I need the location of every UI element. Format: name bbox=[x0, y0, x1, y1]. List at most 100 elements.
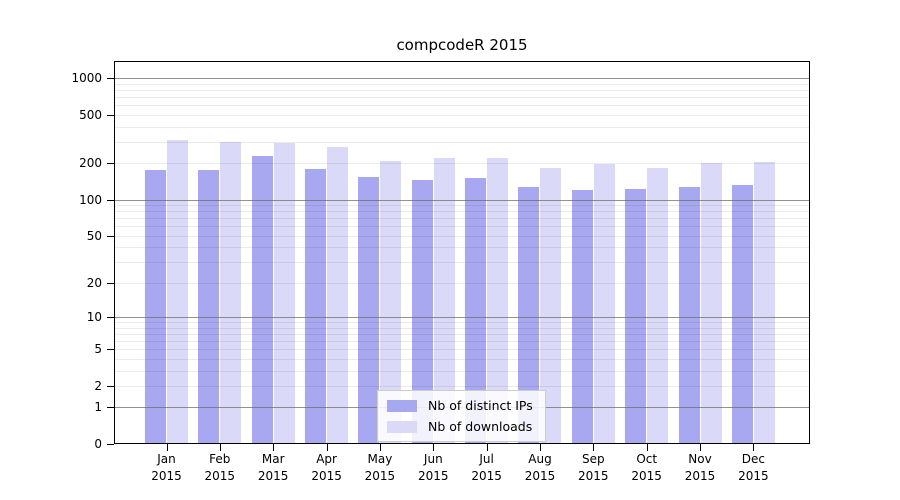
bar-dec-downloads bbox=[753, 162, 775, 444]
y-tick-label-20: 20 bbox=[86, 275, 102, 290]
y-tick-500 bbox=[107, 114, 114, 116]
gridline-minor-30 bbox=[114, 262, 810, 264]
gridline-minor-20 bbox=[114, 282, 810, 284]
year-label: 2015 bbox=[684, 469, 716, 483]
x-tick-label-oct: Oct 2015 bbox=[618, 451, 676, 485]
x-tick-apr bbox=[326, 444, 328, 451]
year-label: 2015 bbox=[738, 469, 769, 483]
x-tick-dec bbox=[753, 444, 755, 451]
y-tick-label-100: 100 bbox=[79, 192, 102, 207]
gridline-minor-8 bbox=[114, 327, 810, 329]
y-tick-label-2: 2 bbox=[94, 378, 102, 393]
y-tick-0 bbox=[107, 444, 114, 445]
year-label: 2015 bbox=[524, 469, 556, 483]
year-label: 2015 bbox=[631, 469, 662, 483]
bar-feb-downloads bbox=[220, 141, 242, 444]
gridline-minor-7 bbox=[114, 333, 810, 335]
x-tick-label-feb: Feb 2015 bbox=[191, 451, 249, 485]
x-tick-jun bbox=[433, 444, 435, 451]
gridline-minor-3 bbox=[114, 370, 810, 372]
y-tick-label-5: 5 bbox=[94, 342, 102, 357]
y-tick-200 bbox=[107, 163, 114, 165]
bar-jun-distinct-ips bbox=[411, 179, 433, 444]
y-tick-label-500: 500 bbox=[79, 107, 102, 122]
month-label: May bbox=[367, 452, 393, 466]
bar-jun-downloads bbox=[433, 157, 455, 444]
y-tick-10 bbox=[107, 317, 114, 318]
bar-apr-distinct-ips bbox=[305, 168, 327, 444]
month-label: Aug bbox=[528, 452, 552, 466]
x-tick-label-may: May 2015 bbox=[351, 451, 409, 485]
y-tick-1000 bbox=[107, 78, 114, 79]
bar-nov-downloads bbox=[700, 163, 722, 444]
bar-jan-downloads bbox=[167, 139, 188, 444]
gridline-minor-4 bbox=[114, 358, 810, 360]
y-tick-label-10: 10 bbox=[86, 310, 102, 324]
legend-label-downloads: Nb of downloads bbox=[428, 419, 533, 434]
bar-sep-downloads bbox=[593, 164, 615, 444]
x-tick-may bbox=[379, 444, 381, 451]
year-label: 2015 bbox=[204, 469, 236, 483]
plot-area: Nb of distinct IPs Nb of downloads bbox=[114, 61, 810, 444]
bar-may-downloads bbox=[380, 160, 402, 444]
x-tick-label-apr: Apr 2015 bbox=[298, 451, 356, 485]
gridline-minor-40 bbox=[114, 247, 810, 249]
legend-swatch-distinct-ips bbox=[387, 399, 417, 412]
x-tick-label-aug: Aug 2015 bbox=[511, 451, 569, 485]
x-tick-jan bbox=[166, 444, 168, 451]
x-tick-jul bbox=[486, 444, 488, 451]
bar-oct-downloads bbox=[647, 168, 669, 444]
x-tick-mar bbox=[273, 444, 275, 451]
y-tick-50 bbox=[107, 235, 114, 237]
bar-aug-downloads bbox=[540, 168, 562, 444]
year-label: 2015 bbox=[418, 469, 449, 483]
x-tick-feb bbox=[219, 444, 221, 451]
y-tick-100 bbox=[107, 199, 114, 201]
gridline-minor-500 bbox=[114, 114, 810, 116]
month-label: Dec bbox=[741, 452, 765, 466]
month-label: Jun bbox=[423, 452, 443, 466]
legend-swatch-downloads bbox=[387, 420, 417, 433]
bar-jul-distinct-ips bbox=[465, 178, 487, 444]
bar-oct-distinct-ips bbox=[625, 188, 647, 444]
y-tick-1 bbox=[107, 407, 114, 409]
month-label: Sep bbox=[581, 452, 605, 466]
bar-mar-downloads bbox=[273, 142, 295, 444]
year-label: 2015 bbox=[578, 469, 609, 483]
gridline-minor-700 bbox=[114, 96, 810, 98]
gridline-minor-70 bbox=[114, 218, 810, 220]
legend-item-downloads: Nb of downloads bbox=[387, 419, 533, 434]
gridline-minor-800 bbox=[114, 89, 810, 91]
y-tick-label-0: 0 bbox=[94, 437, 102, 451]
month-label: Jul bbox=[479, 452, 494, 466]
y-tick-label-200: 200 bbox=[79, 156, 102, 171]
x-tick-label-nov: Nov 2015 bbox=[671, 451, 729, 485]
bar-nov-distinct-ips bbox=[678, 186, 700, 444]
y-tick-20 bbox=[107, 282, 114, 284]
x-tick-label-sep: Sep 2015 bbox=[564, 451, 622, 485]
gridline-minor-300 bbox=[114, 141, 810, 143]
year-label: 2015 bbox=[311, 469, 342, 483]
month-label: Mar bbox=[261, 452, 285, 466]
y-tick-2 bbox=[107, 385, 114, 387]
legend: Nb of distinct IPs Nb of downloads bbox=[377, 390, 546, 442]
year-label: 2015 bbox=[364, 469, 396, 483]
chart-title: compcodeR 2015 bbox=[396, 36, 528, 54]
bar-jan-distinct-ips bbox=[145, 170, 166, 444]
x-tick-sep bbox=[593, 444, 595, 451]
month-label: Nov bbox=[688, 452, 712, 466]
gridline-major-10 bbox=[114, 317, 810, 318]
gridline-minor-90 bbox=[114, 205, 810, 206]
x-tick-label-dec: Dec 2015 bbox=[724, 451, 782, 485]
year-label: 2015 bbox=[257, 469, 289, 483]
bar-dec-distinct-ips bbox=[731, 184, 753, 444]
bar-apr-downloads bbox=[327, 147, 349, 444]
x-tick-oct bbox=[646, 444, 648, 451]
gridline-minor-9 bbox=[114, 322, 810, 323]
bar-aug-distinct-ips bbox=[518, 186, 540, 444]
x-tick-aug bbox=[540, 444, 541, 451]
gridline-minor-5 bbox=[114, 349, 810, 351]
x-tick-label-jul: Jul 2015 bbox=[458, 451, 516, 485]
gridline-minor-6 bbox=[114, 340, 810, 342]
